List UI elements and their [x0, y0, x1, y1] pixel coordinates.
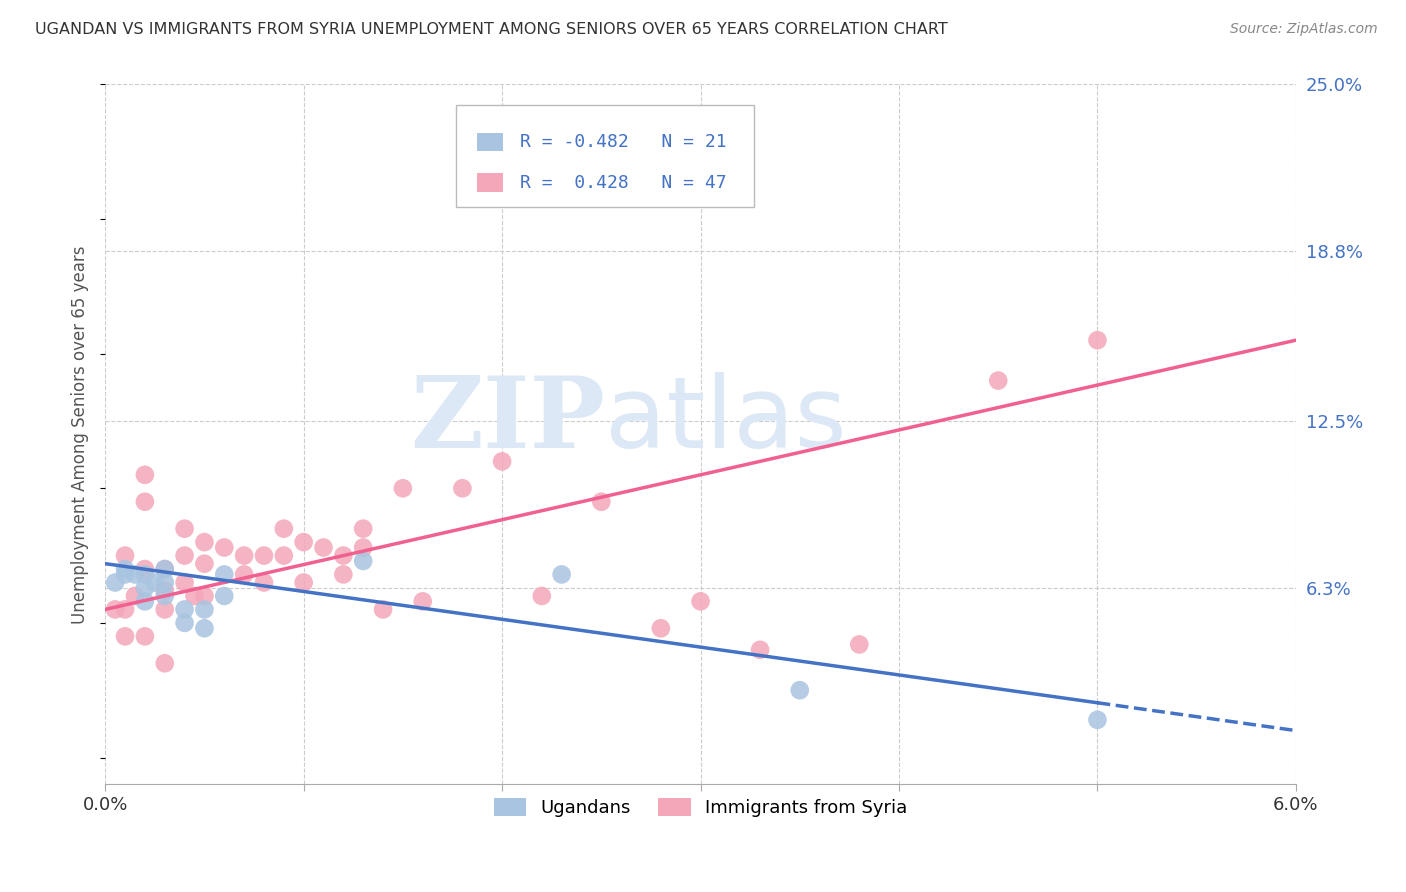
Point — [193, 535, 215, 549]
Point — [193, 602, 215, 616]
Point — [153, 583, 176, 598]
Point — [550, 567, 572, 582]
Point — [789, 683, 811, 698]
FancyBboxPatch shape — [477, 173, 503, 192]
FancyBboxPatch shape — [477, 133, 503, 152]
Point — [104, 602, 127, 616]
Point — [153, 657, 176, 671]
Point — [253, 549, 276, 563]
Point — [1087, 333, 1109, 347]
Point — [134, 562, 156, 576]
Point — [173, 602, 195, 616]
Point — [312, 541, 335, 555]
Point — [134, 581, 156, 595]
Point — [253, 575, 276, 590]
Point — [749, 642, 772, 657]
Point — [114, 549, 136, 563]
Point — [292, 535, 315, 549]
Point — [124, 589, 146, 603]
Point — [451, 481, 474, 495]
Text: atlas: atlas — [606, 372, 846, 469]
Point — [591, 494, 613, 508]
Text: Source: ZipAtlas.com: Source: ZipAtlas.com — [1230, 22, 1378, 37]
Point — [134, 629, 156, 643]
Point — [193, 621, 215, 635]
Y-axis label: Unemployment Among Seniors over 65 years: Unemployment Among Seniors over 65 years — [72, 245, 89, 624]
Point — [352, 522, 374, 536]
Point — [153, 575, 176, 590]
Point — [689, 594, 711, 608]
Point — [233, 567, 256, 582]
Point — [173, 575, 195, 590]
Point — [233, 549, 256, 563]
Legend: Ugandans, Immigrants from Syria: Ugandans, Immigrants from Syria — [486, 790, 914, 824]
Point — [193, 589, 215, 603]
Text: UGANDAN VS IMMIGRANTS FROM SYRIA UNEMPLOYMENT AMONG SENIORS OVER 65 YEARS CORREL: UGANDAN VS IMMIGRANTS FROM SYRIA UNEMPLO… — [35, 22, 948, 37]
Point — [371, 602, 394, 616]
Point — [173, 522, 195, 536]
Point — [530, 589, 553, 603]
Point — [1087, 713, 1109, 727]
Point — [987, 374, 1010, 388]
Point — [153, 562, 176, 576]
Point — [214, 567, 236, 582]
Point — [134, 494, 156, 508]
Point — [412, 594, 434, 608]
Point — [153, 562, 176, 576]
Point — [114, 602, 136, 616]
Point — [114, 567, 136, 582]
Point — [214, 589, 236, 603]
Point — [134, 594, 156, 608]
Point — [173, 615, 195, 630]
Point — [143, 575, 166, 590]
Point — [332, 549, 354, 563]
Text: R =  0.428   N = 47: R = 0.428 N = 47 — [520, 174, 727, 192]
Point — [848, 637, 870, 651]
Point — [173, 549, 195, 563]
Point — [183, 589, 205, 603]
Point — [134, 567, 156, 582]
Point — [134, 467, 156, 482]
Point — [650, 621, 672, 635]
Point — [153, 602, 176, 616]
Point — [491, 454, 513, 468]
Point — [392, 481, 415, 495]
Point — [332, 567, 354, 582]
Point — [114, 629, 136, 643]
Point — [273, 549, 295, 563]
Point — [193, 557, 215, 571]
Point — [153, 589, 176, 603]
Point — [104, 575, 127, 590]
FancyBboxPatch shape — [457, 105, 754, 207]
Point — [124, 567, 146, 582]
Point — [273, 522, 295, 536]
Point — [292, 575, 315, 590]
Point — [352, 554, 374, 568]
Point — [114, 562, 136, 576]
Text: ZIP: ZIP — [411, 372, 606, 469]
Text: R = -0.482   N = 21: R = -0.482 N = 21 — [520, 133, 727, 151]
Point — [214, 541, 236, 555]
Point — [352, 541, 374, 555]
